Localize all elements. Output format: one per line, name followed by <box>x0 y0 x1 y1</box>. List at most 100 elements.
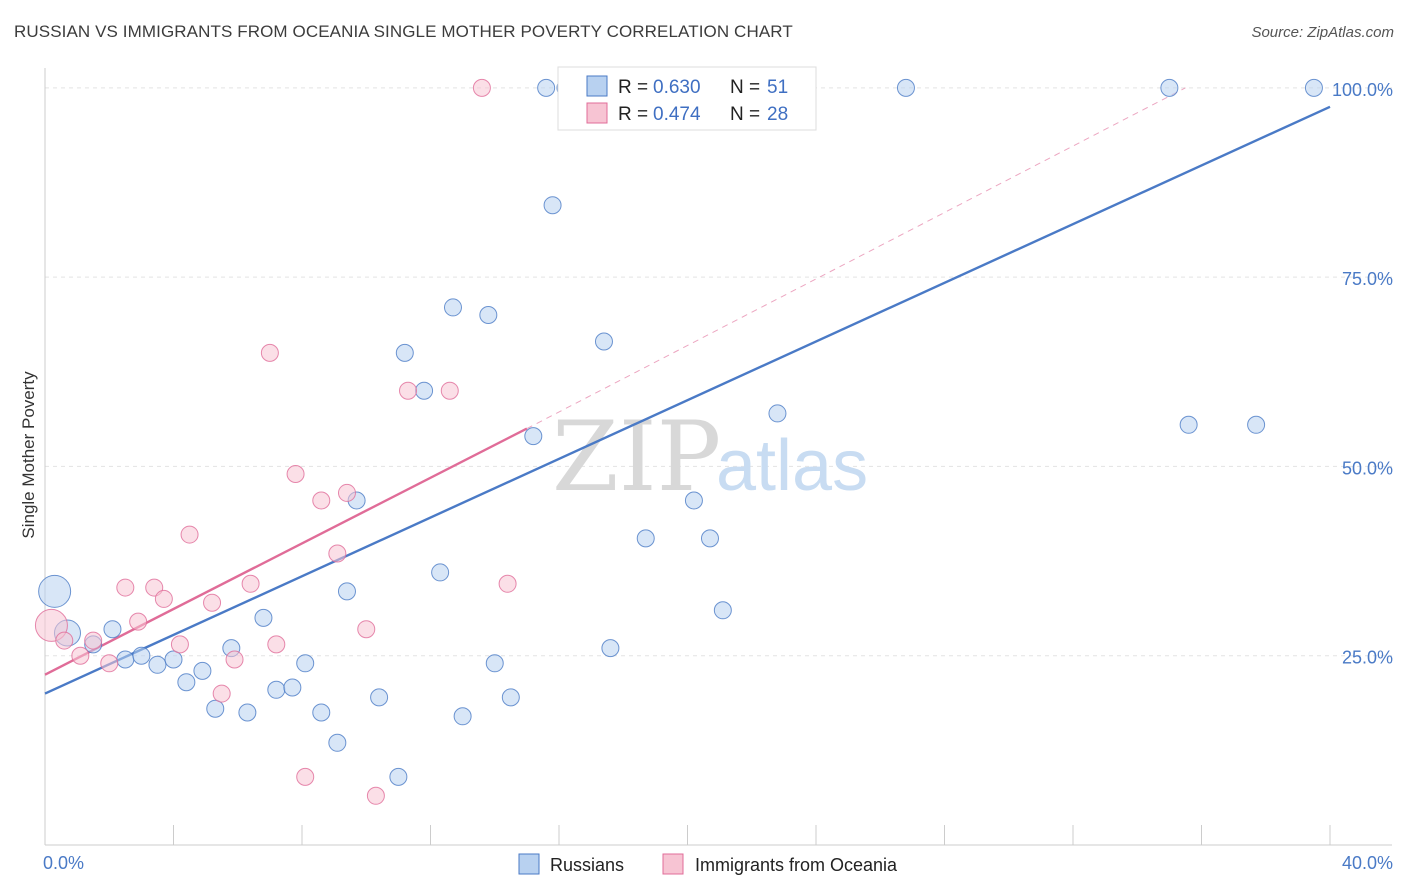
point-russians-41 <box>684 491 703 510</box>
grid-lines <box>45 87 1392 657</box>
point-oceania-4 <box>116 578 135 597</box>
point-russians-10 <box>206 699 225 718</box>
bottom-legend-swatch-oceania <box>662 853 684 875</box>
point-oceania-22 <box>366 786 385 805</box>
y-tick-label-0: 25.0% <box>1342 648 1393 668</box>
y-tick-label-3: 100.0% <box>1332 80 1393 100</box>
point-oceania-12 <box>225 650 244 669</box>
trend-extension-oceania <box>526 87 1186 430</box>
point-russians-14 <box>267 680 286 699</box>
trend-line-oceania <box>44 427 528 676</box>
point-oceania-7 <box>154 589 173 608</box>
chart-title: RUSSIAN VS IMMIGRANTS FROM OCEANIA SINGL… <box>14 22 793 41</box>
point-russians-15 <box>283 678 302 697</box>
legend-swatch-russians <box>586 75 608 97</box>
point-russians-21 <box>370 688 389 707</box>
source-credit: Source: ZipAtlas.com <box>1251 24 1394 41</box>
point-russians-25 <box>431 563 450 582</box>
point-russians-9 <box>193 661 212 680</box>
point-russians-7 <box>164 650 183 669</box>
legend-n-value-oceania: 28 <box>767 104 788 125</box>
legend-r-value-oceania: 0.474 <box>653 104 701 125</box>
point-oceania-11 <box>212 684 231 703</box>
point-oceania-27 <box>55 631 74 650</box>
bottom-legend-swatch-russians <box>518 853 540 875</box>
point-oceania-3 <box>100 654 119 673</box>
point-oceania-18 <box>312 491 331 510</box>
legend-n-label-oceania: N = <box>730 104 760 125</box>
axes <box>44 68 1392 846</box>
point-russians-43 <box>713 601 732 620</box>
trend-line-russians <box>44 105 1331 695</box>
stats-legend: R = 0.630 N = 51 R = 0.474 N = 28 <box>557 66 817 131</box>
point-russians-16 <box>296 654 315 673</box>
legend-n-label-russians: N = <box>730 77 760 98</box>
x-tick-label-1: 40.0% <box>1342 853 1393 873</box>
point-oceania-2 <box>84 631 103 650</box>
point-russians-27 <box>453 707 472 726</box>
legend-swatch-oceania <box>586 102 608 124</box>
point-russians-26 <box>443 298 462 317</box>
point-russians-0 <box>38 574 72 608</box>
point-russians-30 <box>501 688 520 707</box>
point-russians-47 <box>1160 78 1179 97</box>
y-axis-label: Single Mother Poverty <box>19 371 38 539</box>
point-russians-19 <box>337 582 356 601</box>
point-oceania-24 <box>440 381 459 400</box>
point-russians-6 <box>148 655 167 674</box>
point-russians-3 <box>103 620 122 639</box>
point-oceania-10 <box>203 593 222 612</box>
point-russians-23 <box>395 343 414 362</box>
point-russians-5 <box>132 646 151 665</box>
data-points <box>34 78 1323 805</box>
point-russians-17 <box>312 703 331 722</box>
point-russians-8 <box>177 673 196 692</box>
point-russians-24 <box>415 381 434 400</box>
point-oceania-9 <box>180 525 199 544</box>
trend-lines <box>44 87 1331 695</box>
point-russians-49 <box>1247 415 1266 434</box>
point-oceania-13 <box>241 574 260 593</box>
point-oceania-5 <box>129 612 148 631</box>
point-russians-4 <box>116 650 135 669</box>
bottom-legend-russians: Russians <box>550 855 624 875</box>
legend-n-value-russians: 51 <box>767 77 788 98</box>
point-oceania-15 <box>267 635 286 654</box>
point-russians-12 <box>238 703 257 722</box>
x-tick-label-0: 0.0% <box>43 853 84 873</box>
point-russians-13 <box>254 608 273 627</box>
watermark-atlas: atlas <box>716 426 868 506</box>
point-russians-18 <box>328 733 347 752</box>
series-legend: Russians Immigrants from Oceania <box>518 853 898 875</box>
tick-labels: 25.0% 50.0% 75.0% 100.0% 0.0% 40.0% <box>43 80 1393 873</box>
y-tick-label-1: 50.0% <box>1342 458 1393 478</box>
legend-r-value-russians: 0.630 <box>653 77 701 98</box>
point-russians-22 <box>389 767 408 786</box>
point-russians-36 <box>594 332 613 351</box>
point-oceania-17 <box>296 767 315 786</box>
legend-r-label-oceania: R = <box>618 104 648 125</box>
point-oceania-25 <box>472 78 491 97</box>
legend-r-label-russians: R = <box>618 77 648 98</box>
point-russians-42 <box>700 529 719 548</box>
point-russians-45 <box>768 404 787 423</box>
y-tick-label-2: 75.0% <box>1342 269 1393 289</box>
point-russians-50 <box>1304 78 1323 97</box>
point-oceania-26 <box>498 574 517 593</box>
point-russians-28 <box>479 306 498 324</box>
point-russians-31 <box>524 427 543 446</box>
point-russians-29 <box>485 654 504 673</box>
point-oceania-8 <box>170 635 189 654</box>
point-russians-32 <box>537 78 556 97</box>
point-russians-38 <box>601 639 620 658</box>
point-oceania-16 <box>286 465 305 483</box>
point-oceania-14 <box>260 343 279 362</box>
point-oceania-1 <box>71 646 90 665</box>
point-oceania-23 <box>399 381 418 400</box>
point-russians-33 <box>543 196 562 215</box>
point-oceania-21 <box>357 620 376 639</box>
point-russians-46 <box>896 78 915 97</box>
point-russians-48 <box>1179 415 1198 434</box>
point-oceania-20 <box>337 483 356 502</box>
